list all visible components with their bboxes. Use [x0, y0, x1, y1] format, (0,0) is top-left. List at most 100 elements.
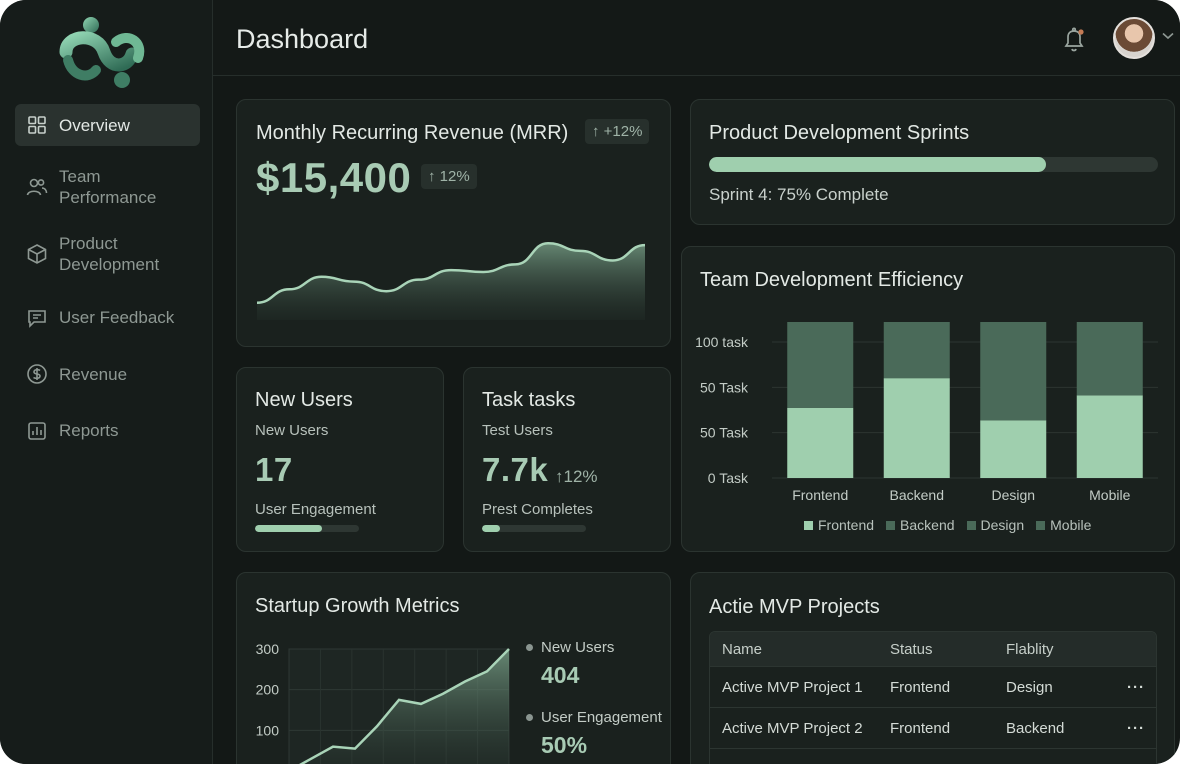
legend-label: Frontend	[818, 517, 875, 533]
tasks-card: Task tasks Test Users 7.7k ↑12% Prest Co…	[463, 367, 671, 552]
legend-label: Mobile	[1050, 517, 1092, 533]
y-tick-label: 50 Task	[700, 425, 749, 441]
engagement-progress-fill	[255, 525, 322, 532]
x-tick-label: Frontend	[792, 487, 848, 503]
avatar[interactable]	[1113, 17, 1155, 59]
legend-label: Backend	[900, 517, 955, 533]
bar-backend-mobile	[1076, 322, 1143, 396]
bar-frontend-mobile	[1076, 395, 1143, 478]
growth-area-chart: 3002001000	[256, 641, 510, 764]
legend-swatch	[804, 520, 813, 530]
sidebar-item-reports[interactable]: Reports	[15, 420, 200, 441]
legend-item: Backend	[886, 517, 955, 533]
legend-swatch	[886, 520, 896, 530]
tasks-delta: ↑12%	[555, 467, 598, 486]
efficiency-bar-chart: 100 task 50 Task 50 Task 0 Task Frontend Back…	[695, 322, 1158, 503]
mrr-area-chart	[256, 241, 646, 320]
projects-table: Name Status Flablity Active MVP Project …	[709, 631, 1157, 764]
card-subtitle: New Users	[255, 422, 329, 439]
bell-icon[interactable]	[1061, 26, 1087, 54]
y-tick-label: 100 task	[695, 334, 749, 350]
card-title: Monthly Recurring Revenue (MRR)	[256, 122, 569, 144]
sidebar-item-label: Revenue	[59, 364, 128, 384]
legend-swatch	[966, 520, 976, 530]
area-fill	[257, 243, 645, 320]
column-header[interactable]: Status	[890, 640, 933, 658]
column-header[interactable]: Flablity	[1006, 640, 1054, 658]
sidebar-item-label: User Feedback	[59, 308, 175, 327]
sidebar: Overview Team Performance Product Develo…	[0, 0, 213, 764]
x-tick-label: Design	[991, 487, 1035, 503]
legend-item: Frontend	[804, 517, 874, 533]
more-icon[interactable]: ···	[1127, 678, 1145, 696]
mrr-card: Monthly Recurring Revenue (MRR) ↑ +12% $…	[236, 99, 671, 347]
card-footer: Prest Completes	[482, 501, 593, 518]
sidebar-item-product-development[interactable]: Product Development	[15, 233, 200, 275]
legend-item: Design	[966, 517, 1024, 533]
metric-value: 404	[541, 662, 580, 688]
more-icon[interactable]: ···	[1127, 719, 1145, 737]
sprint-progress-bar	[709, 157, 1158, 172]
projects-card: Actie MVP Projects Name Status Flablity …	[690, 572, 1175, 764]
card-title: New Users	[255, 389, 353, 411]
project-name: Active MVP Project 2	[722, 719, 863, 737]
card-title: Product Development Sprints	[709, 122, 970, 144]
bar-backend-design	[980, 322, 1047, 421]
sidebar-item-revenue[interactable]: Revenue	[15, 363, 200, 385]
table-row[interactable]: Active MVP Project 2 Frontend Backend ··…	[710, 707, 1156, 748]
y-tick-label: 0 Task	[708, 470, 749, 486]
y-tick-label: 200	[256, 682, 280, 698]
metric-value: 50%	[541, 732, 588, 758]
grid-icon	[15, 115, 59, 135]
bar-backend-frontend	[787, 322, 854, 408]
series-line	[299, 648, 510, 764]
trend-badge: ↑ +12%	[585, 119, 650, 144]
y-tick-label: 300	[256, 641, 280, 657]
sidebar-item-team-performance[interactable]: Team Performance	[15, 166, 200, 208]
card-title: Actie MVP Projects	[709, 596, 880, 618]
growth-card: Startup Growth Metrics 3002001000 New Us…	[236, 572, 671, 764]
project-name: Active MVP Project 1	[722, 678, 863, 696]
box-icon	[15, 243, 59, 265]
column-header[interactable]: Name	[722, 640, 763, 658]
mrr-value: $15,400	[256, 154, 412, 201]
message-icon	[15, 308, 59, 328]
sprint-progress-fill	[709, 157, 1046, 172]
page-title: Dashboard	[236, 24, 369, 54]
card-footer: User Engagement	[255, 501, 376, 518]
metric-dot	[526, 714, 533, 721]
metric-label: User Engagement	[541, 709, 662, 726]
card-title: Task tasks	[482, 389, 576, 411]
project-status: Frontend	[890, 719, 951, 737]
tasks-value: 7.7k	[482, 451, 549, 488]
metric-label: New Users	[541, 639, 615, 656]
project-flablity: Backend	[1006, 719, 1065, 737]
sidebar-item-label: Overview	[59, 115, 130, 135]
chevron-down-icon[interactable]	[1162, 32, 1174, 40]
top-header: Dashboard	[213, 0, 1180, 76]
sidebar-item-user-feedback[interactable]: User Feedback	[15, 307, 200, 328]
users-icon	[15, 177, 59, 197]
table-row	[710, 748, 1156, 764]
table-row[interactable]: Active MVP Project 1 Frontend Design ···	[710, 666, 1156, 707]
series-line	[256, 241, 646, 304]
engagement-progress-bar	[255, 525, 359, 532]
bar-chart-icon	[15, 421, 59, 441]
completion-progress-bar	[482, 525, 586, 532]
bar-backend-backend	[883, 322, 950, 379]
project-flablity: Design	[1006, 678, 1053, 696]
logo-icon	[59, 17, 145, 88]
card-title: Team Development Efficiency	[700, 269, 964, 291]
sidebar-item-overview[interactable]: Overview	[15, 104, 200, 146]
bar-frontend-backend	[883, 378, 950, 478]
chart-legend: Frontend Backend Design Mobile	[804, 517, 1091, 533]
card-title: Startup Growth Metrics	[255, 595, 460, 617]
completion-progress-fill	[482, 525, 500, 532]
sprint-status: Sprint 4: 75% Complete	[709, 185, 889, 204]
value-badge: ↑ 12%	[421, 164, 477, 189]
table-header: Name Status Flablity	[710, 632, 1156, 666]
area-fill	[301, 649, 509, 764]
legend-swatch	[1036, 520, 1046, 530]
sprints-card: Product Development Sprints Sprint 4: 75…	[690, 99, 1175, 225]
